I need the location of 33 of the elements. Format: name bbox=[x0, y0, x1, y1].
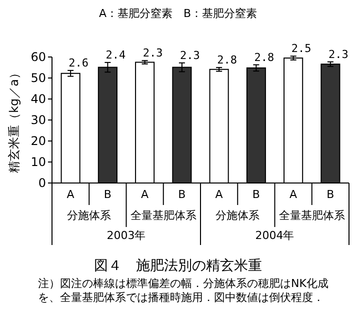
y-tick-label: 40 bbox=[30, 92, 46, 106]
y-tick-label: 0 bbox=[38, 176, 46, 190]
x-tick-label: B bbox=[326, 188, 334, 201]
annotation: 2.4 bbox=[106, 48, 126, 62]
text: 全量基肥体系 bbox=[278, 209, 345, 222]
chart-subtitle: A：基肥分窒素 B：基肥分窒素 bbox=[98, 6, 258, 21]
y-tick-label: 60 bbox=[30, 50, 46, 64]
y-tick-label: 50 bbox=[30, 71, 46, 85]
x-tick-label: A bbox=[290, 188, 298, 201]
text: 分施体系 bbox=[67, 209, 112, 222]
y-axis-title: 精玄米重（kg／a） bbox=[7, 67, 21, 173]
annotation: 2.3 bbox=[180, 48, 200, 62]
x-tick-label: B bbox=[178, 188, 186, 201]
text: 2004年 bbox=[255, 229, 294, 242]
annotation: 2.3 bbox=[328, 48, 348, 61]
x-tick-label: A bbox=[66, 188, 75, 201]
text: 2.5 bbox=[291, 42, 312, 56]
annotation: 2.3 bbox=[142, 46, 163, 60]
text: 図４ 施肥法別の精玄米重 bbox=[93, 257, 263, 275]
x-tick-label: A bbox=[141, 188, 150, 201]
annotation: 2.6 bbox=[68, 56, 88, 70]
text: 全量基肥体系 bbox=[130, 209, 196, 222]
y-tick-label: 10 bbox=[30, 155, 46, 169]
text: 2003年 bbox=[106, 229, 146, 242]
annotation: 2.8 bbox=[217, 54, 237, 66]
x-tick-label: A bbox=[215, 188, 224, 201]
text: 注）図注の棒線は標準偏差の幅．分施体系の穂肥はNK化成を、全量基肥体系では播種時施用．図中数値は倒伏程度． bbox=[38, 277, 330, 305]
text: 分施体系 bbox=[216, 209, 260, 222]
x-tick-label: B bbox=[252, 188, 260, 201]
y-tick-label: 20 bbox=[30, 134, 46, 148]
x-tick-label: B bbox=[104, 188, 112, 201]
y-tick-label: 30 bbox=[30, 113, 46, 127]
annotation: 2.8 bbox=[254, 50, 274, 64]
